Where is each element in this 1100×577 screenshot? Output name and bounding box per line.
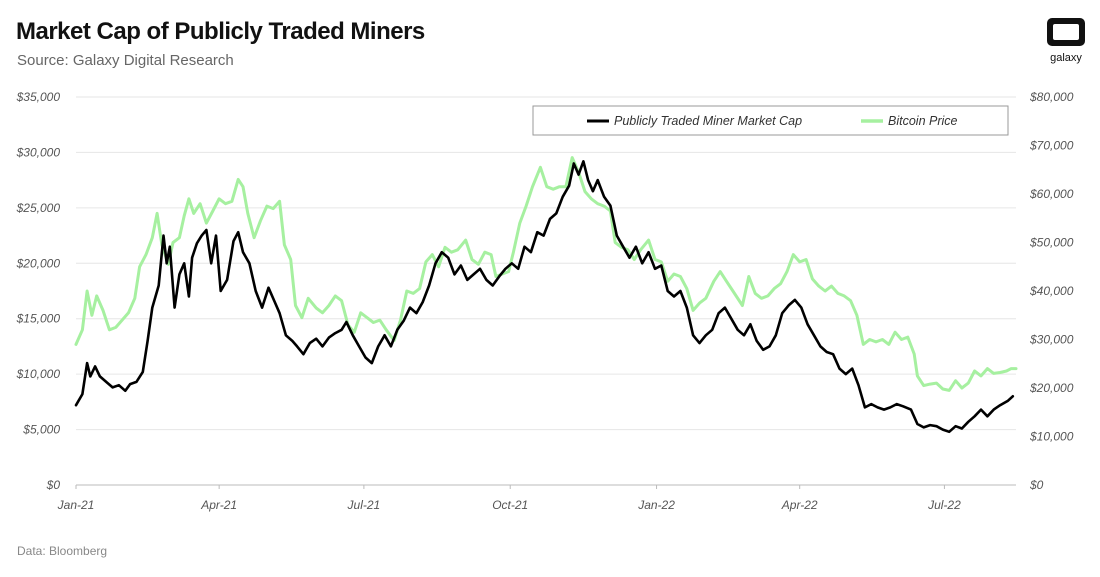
bitcoin-price-line xyxy=(74,156,1018,392)
y-left-tick-label: $0 xyxy=(46,478,61,492)
y-left-tick-label: $30,000 xyxy=(16,145,61,159)
data-source-note: Data: Bloomberg xyxy=(17,544,108,558)
x-tick-label: Jan-21 xyxy=(57,498,95,512)
y-left-tick-label: $5,000 xyxy=(22,423,60,437)
y-left-tick-label: $25,000 xyxy=(16,201,61,215)
chart-title: Market Cap of Publicly Traded Miners xyxy=(16,18,425,45)
x-tick-label: Oct-21 xyxy=(492,498,528,512)
x-tick-label: Apr-21 xyxy=(200,498,237,512)
y-left-tick-label: $20,000 xyxy=(16,256,61,270)
y-right-tick-label: $0 xyxy=(1029,478,1044,492)
x-tick-label: Apr-22 xyxy=(781,498,818,512)
y-right-tick-label: $70,000 xyxy=(1029,139,1074,153)
y-left-tick-label: $10,000 xyxy=(16,367,61,381)
miner-market-cap-line xyxy=(74,160,1015,434)
x-tick-label: Jul-21 xyxy=(347,498,381,512)
y-left-tick-label: $15,000 xyxy=(16,312,61,326)
y-right-tick-label: $20,000 xyxy=(1029,381,1074,395)
galaxy-logo-icon xyxy=(1047,18,1085,46)
y-right-tick-label: $30,000 xyxy=(1029,333,1074,347)
x-tick-label: Jul-22 xyxy=(927,498,961,512)
y-right-tick-label: $40,000 xyxy=(1029,284,1074,298)
chart-subtitle: Source: Galaxy Digital Research xyxy=(17,52,234,69)
y-right-tick-label: $60,000 xyxy=(1029,187,1074,201)
y-right-tick-label: $10,000 xyxy=(1029,430,1074,444)
legend-label-btc: Bitcoin Price xyxy=(888,114,958,128)
x-tick-label: Jan-22 xyxy=(637,498,675,512)
legend-box xyxy=(532,105,1009,136)
legend-label-miner: Publicly Traded Miner Market Cap xyxy=(614,114,802,128)
y-right-tick-label: $80,000 xyxy=(1029,90,1074,104)
logo-text: galaxy xyxy=(1050,52,1082,64)
y-right-tick-label: $50,000 xyxy=(1029,236,1074,250)
y-left-tick-label: $35,000 xyxy=(16,90,61,104)
